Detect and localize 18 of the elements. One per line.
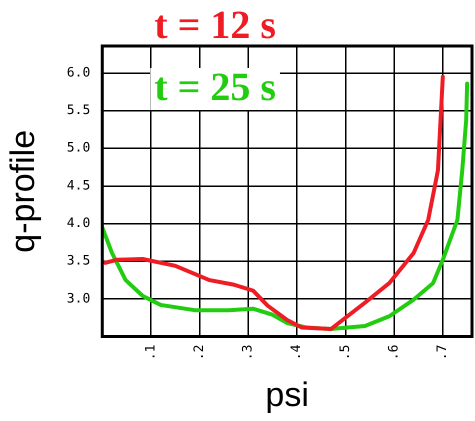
y-tick-label: 5.0 (66, 140, 90, 156)
y-tick-label: 3.0 (66, 291, 90, 306)
text: t = 25 s (154, 64, 276, 109)
text: t = 12 s (154, 2, 276, 47)
x-tick-label: .4 (289, 344, 304, 360)
y-tick-label: 4.5 (66, 178, 90, 194)
y-tick-label: 5.5 (66, 103, 90, 118)
x-tick-label: .1 (143, 344, 158, 360)
y-tick-label: 6.0 (66, 65, 90, 80)
y-axis-title: q-profile (4, 130, 42, 253)
y-tick-label: 4.0 (66, 216, 90, 232)
x-tick-label: .2 (192, 344, 207, 360)
x-tick-label: .6 (386, 344, 402, 360)
x-tick-label: .7 (435, 344, 450, 360)
x-tick-label: .3 (240, 344, 256, 360)
x-axis-title: psi (265, 376, 309, 414)
y-tick-label: 3.5 (66, 254, 90, 269)
x-tick-label: .5 (338, 344, 353, 360)
